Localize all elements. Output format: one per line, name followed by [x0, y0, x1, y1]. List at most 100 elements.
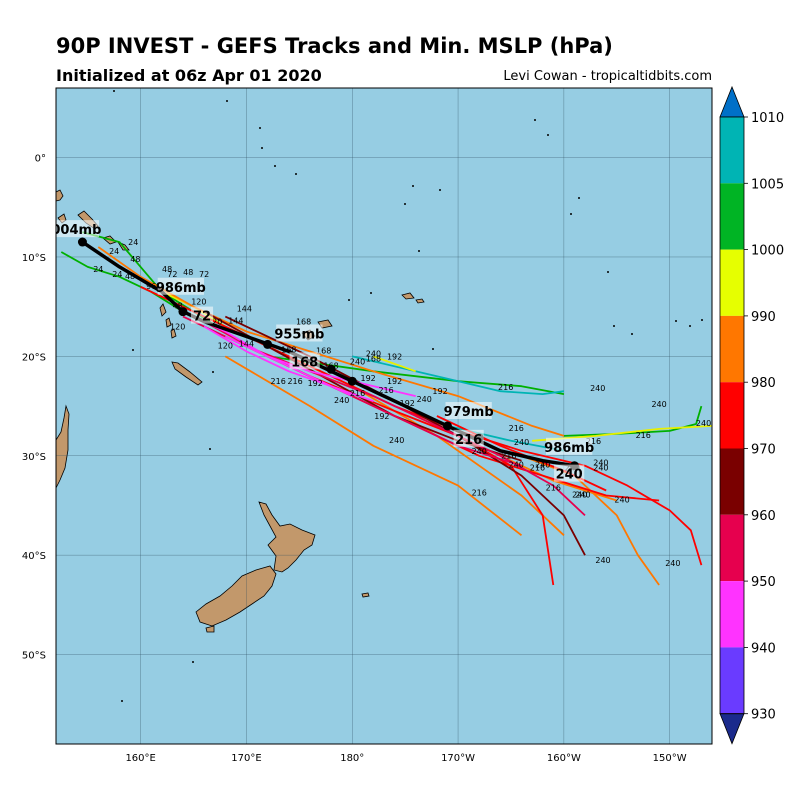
colorbar-tick-label: 950	[751, 575, 776, 590]
lat-tick-label: 20°S	[22, 352, 46, 363]
forecast-hour-label: 24	[93, 265, 103, 274]
samoa-islands	[401, 292, 425, 304]
forecast-hour-label: 120	[218, 341, 233, 350]
small-islands	[113, 90, 703, 702]
colorbar-top-extend	[719, 85, 745, 118]
forecast-label-box	[157, 277, 205, 295]
lon-tick-label: 160°E	[125, 753, 155, 764]
forecast-hour-label: 240	[389, 436, 404, 445]
forecast-pressure-label: 986mb	[544, 441, 594, 456]
forecast-hour-label: 72	[199, 270, 209, 279]
forecast-hour-label: 216	[472, 489, 487, 498]
forecast-hour-label: 216	[546, 484, 561, 493]
forecast-hour-label: 240	[514, 438, 529, 447]
colorbar-tick-label: 930	[751, 708, 776, 723]
forecast-hour-label: 216	[287, 377, 302, 386]
forecast-hour-label: 240	[595, 556, 610, 565]
forecast-hour-label: 144	[228, 317, 243, 326]
nz-south-island	[195, 565, 277, 627]
colorbar-segment	[720, 315, 744, 383]
forecast-label-box	[56, 220, 100, 238]
forecast-hour-label: 168	[323, 361, 338, 370]
forecast-hour-label: 216	[636, 431, 651, 440]
colorbar-tick-label: 1010	[751, 111, 784, 126]
lon-tick-label: 180°	[340, 753, 364, 764]
forecast-label-box	[276, 324, 323, 342]
forecast-hour-label: 144	[239, 339, 254, 348]
lat-tick-label: 50°S	[22, 651, 46, 662]
forecast-pressure-label: 240	[556, 468, 583, 483]
colorbar-tick-label: 990	[751, 310, 776, 325]
ensemble-track-23	[203, 325, 374, 402]
map-frame	[55, 87, 713, 745]
colorbar-tick-label: 980	[751, 376, 776, 391]
stewart-island	[205, 625, 215, 633]
forecast-hour-label: 216	[271, 377, 286, 386]
forecast-pressure-label: 216	[455, 433, 482, 448]
colorbar-tick-label: 1005	[751, 177, 784, 192]
lon-tick-label: 170°E	[231, 753, 261, 764]
colorbar-segment	[720, 117, 744, 184]
forecast-hour-label: 240	[593, 459, 608, 468]
vanuatu-islands	[159, 303, 177, 339]
new-caledonia	[171, 361, 203, 386]
forecast-hour-label: 192	[360, 374, 375, 383]
forecast-hour-label: 240	[417, 395, 432, 404]
forecast-hour-label: 240	[590, 384, 605, 393]
forecast-hour-label: 216	[498, 383, 513, 392]
forecast-hour-label: 240	[696, 419, 711, 428]
mean-position-marker	[77, 237, 87, 247]
mean-position-marker	[326, 364, 336, 374]
forecast-hour-label: 192	[400, 399, 415, 408]
forecast-hour-label: 240	[509, 461, 524, 470]
png-landmass	[56, 189, 64, 202]
colorbar-segment	[720, 249, 744, 316]
forecast-hour-label: 240	[535, 461, 550, 470]
nz-north-island	[258, 501, 316, 573]
forecast-hour-label: 216	[530, 464, 545, 473]
forecast-hour-label: 24	[109, 247, 119, 256]
forecast-hour-label: 48	[183, 268, 193, 277]
credit-text: Levi Cowan - tropicaltidbits.com	[503, 69, 712, 84]
forecast-hour-label: 48	[130, 255, 140, 264]
colorbar-segment	[720, 448, 744, 515]
ensemble-track-11	[224, 355, 523, 537]
mean-position-marker	[178, 307, 188, 317]
pressure-colorbar: 1010 1005 1000 990 980 970 960 950 940 930	[719, 85, 784, 745]
forecast-pressure-label: 168	[291, 355, 318, 370]
forecast-hour-label: 168	[316, 346, 331, 355]
forecast-hour-label: 216	[586, 437, 601, 446]
forecast-hour-label: 24	[128, 238, 138, 247]
forecast-label-box	[190, 306, 214, 324]
forecast-hour-label: 48	[173, 302, 183, 311]
lat-tick-label: 0°	[35, 154, 46, 165]
forecast-hour-label: 120	[170, 323, 185, 332]
forecast-hour-label: 96	[146, 282, 156, 291]
forecast-hour-label: 240	[572, 491, 587, 500]
colorbar-frame	[719, 116, 745, 715]
lon-tick-label: 160°W	[547, 753, 581, 764]
colorbar-bottom-extend	[719, 713, 745, 745]
forecast-hour-label: 216	[509, 424, 524, 433]
lat-tick-label: 40°S	[22, 551, 46, 562]
forecast-hour-label: 168	[366, 354, 381, 363]
forecast-hour-label: 192	[387, 352, 402, 361]
mean-position-marker	[347, 376, 357, 386]
forecast-hour-label: 216	[378, 386, 393, 395]
forecast-pressure-label: 72	[193, 310, 211, 325]
australia-landmass	[56, 404, 70, 489]
forecast-hour-label: 240	[593, 464, 608, 473]
mean-position-marker	[442, 421, 452, 431]
forecast-hour-label: 192	[432, 387, 447, 396]
forecast-label-box	[445, 402, 492, 420]
colorbar-segment	[720, 382, 744, 449]
forecast-label-box	[554, 464, 585, 482]
forecast-pressure-label: 955mb	[274, 327, 324, 342]
ensemble-track-1	[60, 251, 184, 313]
land-layer	[56, 90, 703, 702]
forecast-hour-label: 240	[651, 400, 666, 409]
forecast-hour-label: 240	[665, 559, 680, 568]
forecast-pressure-label: 979mb	[444, 405, 494, 420]
colorbar-segment	[720, 647, 744, 714]
